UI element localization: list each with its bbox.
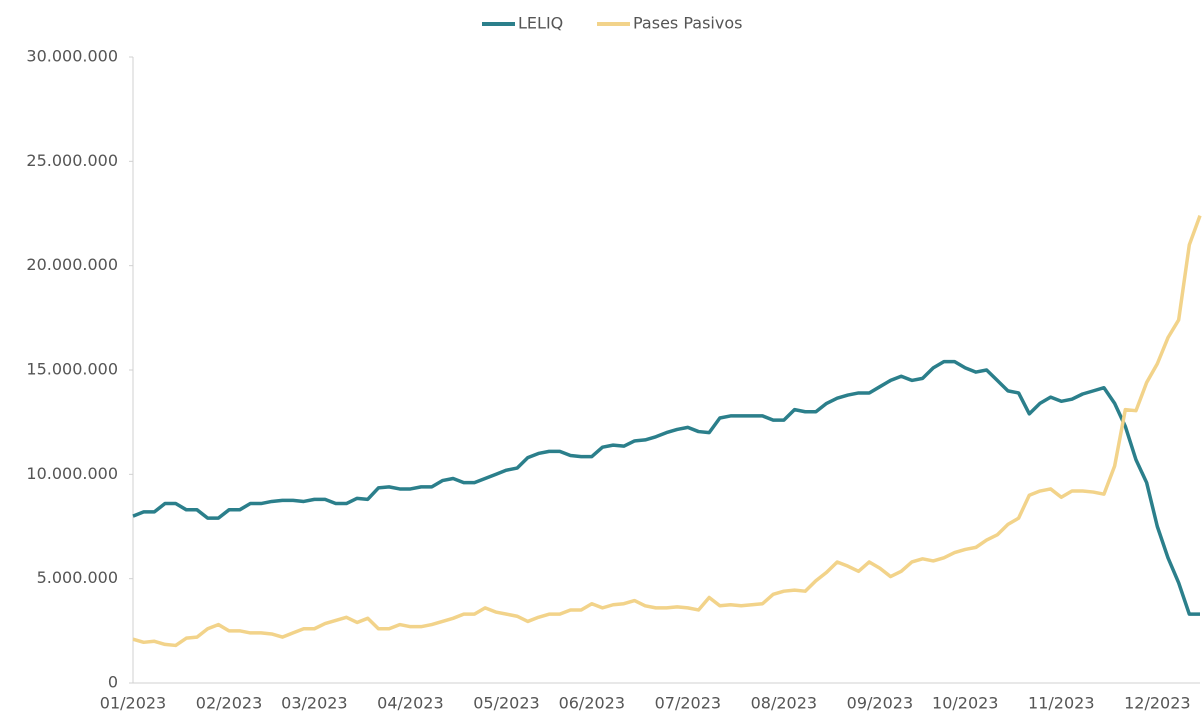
x-tick-label: 07/2023	[655, 694, 721, 713]
x-tick-label: 01/2023	[100, 694, 166, 713]
x-tick-label: 05/2023	[473, 694, 539, 713]
y-tick-label: 30.000.000	[26, 47, 118, 66]
legend-label: Pases Pasivos	[633, 14, 742, 33]
legend-label: LELIQ	[518, 14, 563, 33]
series-line	[132, 359, 1200, 616]
x-tick-label: 12/2023	[1124, 694, 1190, 713]
x-tick-label: 10/2023	[932, 694, 998, 713]
y-tick-label: 25.000.000	[26, 151, 118, 170]
y-tick-label: 5.000.000	[37, 568, 118, 587]
y-tick-label: 10.000.000	[26, 464, 118, 483]
y-tick-label: 20.000.000	[26, 255, 118, 274]
series-line	[132, 214, 1202, 648]
x-tick-label: 08/2023	[751, 694, 817, 713]
y-tick-label: 0	[108, 673, 118, 692]
x-tick-label: 09/2023	[847, 694, 913, 713]
x-tick-label: 04/2023	[377, 694, 443, 713]
x-tick-label: 11/2023	[1028, 694, 1094, 713]
y-tick-label: 15.000.000	[26, 360, 118, 379]
x-tick-label: 03/2023	[281, 694, 347, 713]
x-tick-label: 02/2023	[196, 694, 262, 713]
x-tick-label: 06/2023	[559, 694, 625, 713]
